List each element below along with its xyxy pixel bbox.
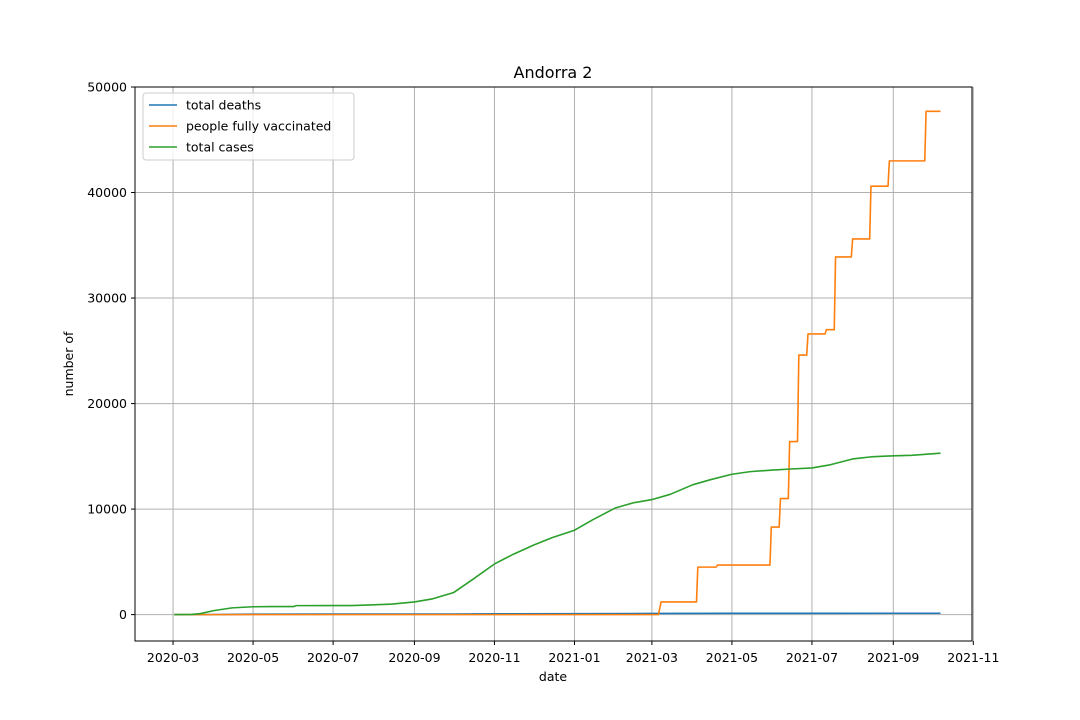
x-tick-label: 2020-09 — [388, 650, 440, 665]
legend-box — [142, 92, 355, 161]
x-tick-label: 2021-07 — [786, 650, 838, 665]
x-axis-label: date — [539, 669, 567, 684]
y-tick-label: 20000 — [87, 396, 127, 411]
y-tick-label: 40000 — [87, 185, 127, 200]
x-tick-label: 2021-11 — [947, 650, 999, 665]
y-tick-label: 10000 — [87, 502, 127, 517]
x-axis: 2020-03 2020-05 2020-07 2020-09 2020-11 2021-… — [147, 641, 999, 665]
series-line-people-fully-vaccinated — [174, 110, 941, 616]
y-tick-label: 0 — [119, 607, 127, 622]
legend-label-people-fully-vaccinated: people fully vaccinated — [186, 119, 331, 134]
y-tick-label: 50000 — [87, 80, 127, 95]
legend-label-total-cases: total cases — [186, 140, 254, 155]
legend-label-total-deaths: total deaths — [186, 98, 261, 113]
x-tick-label: 2021-03 — [626, 650, 678, 665]
x-tick-label: 2021-01 — [548, 650, 600, 665]
x-tick-label: 2020-03 — [147, 650, 199, 665]
y-axis-label: number of — [61, 331, 76, 396]
plot-frame — [134, 86, 973, 642]
x-tick-label: 2021-05 — [706, 650, 758, 665]
x-tick-label: 2020-05 — [227, 650, 279, 665]
y-axis: 0 10000 20000 30000 40000 50000 — [87, 80, 135, 622]
y-tick-label: 30000 — [87, 291, 127, 306]
grid-lines — [135, 86, 974, 641]
x-tick-label: 2020-07 — [307, 650, 359, 665]
legend: total deaths people fully vaccinated total… — [142, 92, 355, 161]
x-tick-label: 2021-09 — [867, 650, 919, 665]
chart-title: Andorra 2 — [514, 63, 593, 82]
series-layer — [174, 110, 941, 616]
series-line-total-cases — [174, 452, 941, 616]
x-tick-label: 2020-11 — [468, 650, 520, 665]
